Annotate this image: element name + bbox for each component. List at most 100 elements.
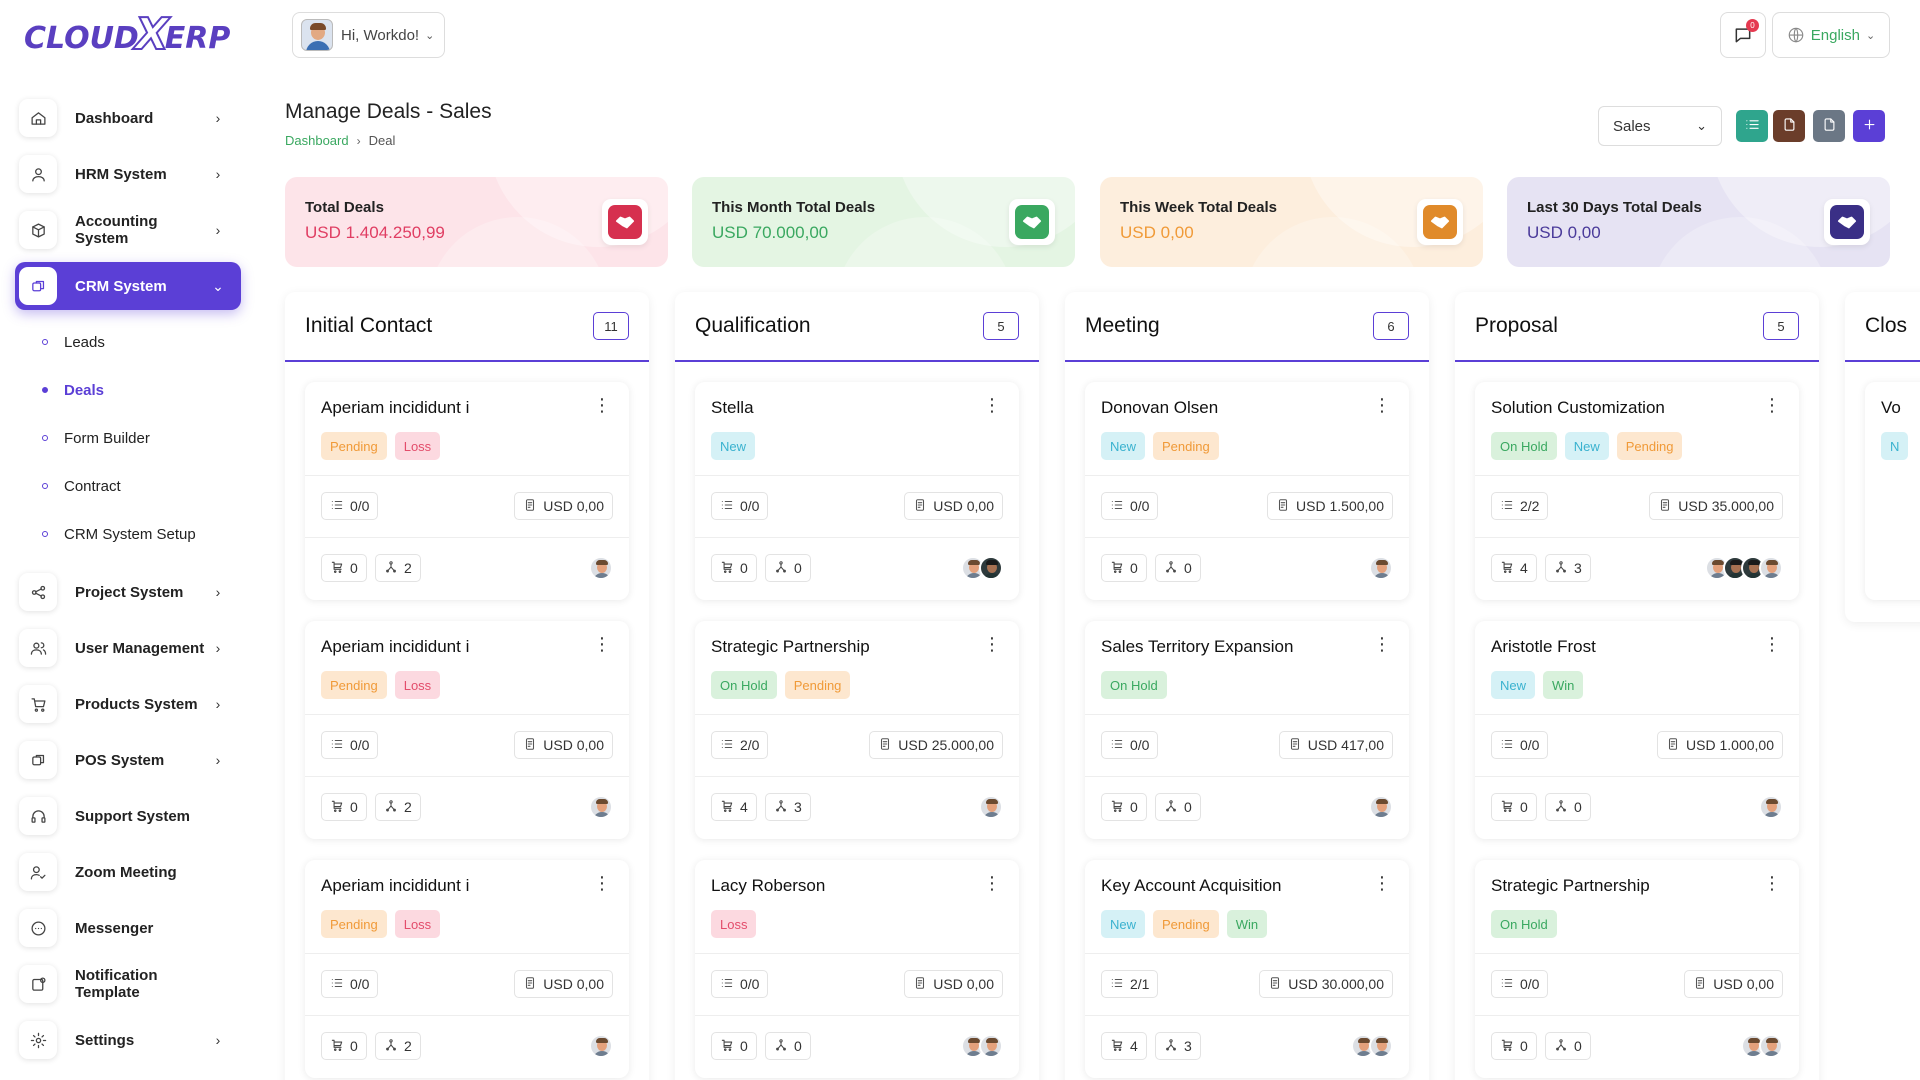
notifications-button[interactable]: 0 [1720,12,1766,58]
price-icon [913,976,927,993]
deal-title[interactable]: Sales Territory Expansion [1101,637,1294,656]
column-header: Meeting 6 [1065,292,1429,362]
language-selector[interactable]: English ⌄ [1772,12,1890,58]
deal-title[interactable]: Strategic Partnership [711,637,870,656]
sidebar: CLOUD X ERP Dashboard › HRM System › Account… [0,0,258,1080]
deal-card[interactable]: Aperiam incididunt i ⋮ Pending Loss 0/0 U… [305,860,629,1078]
breadcrumb-dashboard-link[interactable]: Dashboard [285,133,349,148]
stat-card: This Month Total Deals USD 70.000,00 [692,177,1075,267]
sidebar-item-products-system[interactable]: Products System › [15,680,241,728]
deal-card[interactable]: Aristotle Frost ⋮ New Win 0/0 USD 1.000,0… [1475,621,1799,839]
plus-button[interactable] [1853,110,1885,142]
language-label: English [1810,26,1860,44]
bullet-icon [42,387,48,393]
deal-card[interactable]: Vo N [1865,382,1920,600]
deal-title[interactable]: Strategic Partnership [1491,876,1650,895]
pipeline-select[interactable]: Sales ⌄ [1598,106,1722,146]
sidebar-subitem-leads[interactable]: Leads [15,318,241,366]
avatar [979,1034,1003,1058]
deal-price: USD 0,00 [933,976,994,992]
kebab-menu-icon[interactable]: ⋮ [1763,873,1781,893]
user-menu[interactable]: Hi, Workdo! ⌄ [292,12,446,58]
products-count: 4 [740,799,748,815]
kebab-menu-icon[interactable]: ⋮ [1763,395,1781,415]
sidebar-item-label: POS System [75,751,165,769]
deal-card[interactable]: Aperiam incididunt i ⋮ Pending Loss 0/0 U… [305,382,629,600]
tasks-chip: 0/0 [1101,731,1159,759]
deal-card[interactable]: Aperiam incididunt i ⋮ Pending Loss 0/0 U… [305,621,629,839]
deal-card[interactable]: Lacy Roberson ⋮ Loss 0/0 USD 0,00 0 0 [695,860,1019,1078]
column-header: Clos [1845,292,1920,362]
sidebar-subitem-form-builder[interactable]: Form Builder [15,414,241,462]
sidebar-item-hrm-system[interactable]: HRM System › [15,150,241,198]
kebab-menu-icon[interactable]: ⋮ [983,873,1001,893]
logo[interactable]: CLOUD X ERP [24,8,230,68]
avatar [1369,1034,1393,1058]
user-check-icon [19,853,57,891]
kebab-menu-icon[interactable]: ⋮ [1373,873,1391,893]
product-cart-icon [720,560,734,577]
logo-text-left: CLOUD [24,20,139,56]
deal-card[interactable]: Solution Customization ⋮ On Hold New Pendi… [1475,382,1799,600]
sources-count: 0 [1184,560,1192,576]
sidebar-item-pos-system[interactable]: POS System › [15,736,241,784]
source-icon [774,1038,788,1055]
sidebar-item-messenger[interactable]: Messenger [15,904,241,952]
kebab-menu-icon[interactable]: ⋮ [1373,395,1391,415]
deal-title[interactable]: Key Account Acquisition [1101,876,1282,895]
sidebar-item-zoom-meeting[interactable]: Zoom Meeting [15,848,241,896]
deal-title[interactable]: Aristotle Frost [1491,637,1596,656]
sidebar-item-crm-system[interactable]: CRM System ⌄ [15,262,241,310]
products-chip: 0 [1491,1032,1537,1060]
chevron-right-icon: › [215,222,221,238]
sidebar-subitem-deals[interactable]: Deals [15,366,241,414]
sidebar-item-project-system[interactable]: Project System › [15,568,241,616]
sidebar-item-user-management[interactable]: User Management › [15,624,241,672]
kebab-menu-icon[interactable]: ⋮ [593,873,611,893]
deal-title[interactable]: Aperiam incididunt i [321,398,470,417]
deal-card[interactable]: Strategic Partnership ⋮ On Hold Pending 2… [695,621,1019,839]
deal-card[interactable]: Stella ⋮ New 0/0 USD 0,00 0 0 [695,382,1019,600]
kebab-menu-icon[interactable]: ⋮ [983,634,1001,654]
export-button[interactable] [1773,110,1805,142]
list-button[interactable] [1736,110,1768,142]
deal-title[interactable]: Stella [711,398,754,417]
import-button[interactable] [1813,110,1845,142]
product-cart-icon [1500,560,1514,577]
deal-card[interactable]: Key Account Acquisition ⋮ New Pending Win … [1085,860,1409,1078]
user-greeting: Hi, Workdo! [341,26,420,44]
sources-chip: 3 [765,793,811,821]
kebab-menu-icon[interactable]: ⋮ [1373,634,1391,654]
divider [1085,1015,1409,1016]
deal-card[interactable]: Sales Territory Expansion ⋮ On Hold 0/0 … [1085,621,1409,839]
deal-title[interactable]: Aperiam incididunt i [321,637,470,656]
chevron-right-icon: › [356,133,361,148]
sidebar-item-accounting-system[interactable]: Accounting System › [15,206,241,254]
sidebar-item-dashboard[interactable]: Dashboard › [15,94,241,142]
deal-card[interactable]: Strategic Partnership ⋮ On Hold 0/0 USD … [1475,860,1799,1078]
kebab-menu-icon[interactable]: ⋮ [593,395,611,415]
price-icon [878,737,892,754]
sidebar-subitem-label: Leads [64,333,105,351]
deal-title[interactable]: Solution Customization [1491,398,1665,417]
column-title: Meeting [1085,314,1160,337]
box-icon [19,211,57,249]
task-list-icon [330,737,344,754]
kebab-menu-icon[interactable]: ⋮ [983,395,1001,415]
sidebar-subitem-crm-system-setup[interactable]: CRM System Setup [15,510,241,558]
sidebar-item-support-system[interactable]: Support System [15,792,241,840]
kebab-menu-icon[interactable]: ⋮ [1763,634,1781,654]
column-title: Initial Contact [305,314,433,337]
divider [695,1015,1019,1016]
sidebar-item-notification-template[interactable]: Notification Template [15,960,241,1008]
deal-title[interactable]: Aperiam incididunt i [321,876,470,895]
deal-title[interactable]: Donovan Olsen [1101,398,1219,417]
status-badge: Pending [1616,432,1683,460]
deal-card[interactable]: Donovan Olsen ⋮ New Pending 0/0 USD 1.500… [1085,382,1409,600]
deal-title[interactable]: Vo [1881,398,1901,417]
kebab-menu-icon[interactable]: ⋮ [593,634,611,654]
task-list-icon [720,976,734,993]
sidebar-subitem-contract[interactable]: Contract [15,462,241,510]
sidebar-item-settings[interactable]: Settings › [15,1016,241,1064]
deal-title[interactable]: Lacy Roberson [711,876,826,895]
